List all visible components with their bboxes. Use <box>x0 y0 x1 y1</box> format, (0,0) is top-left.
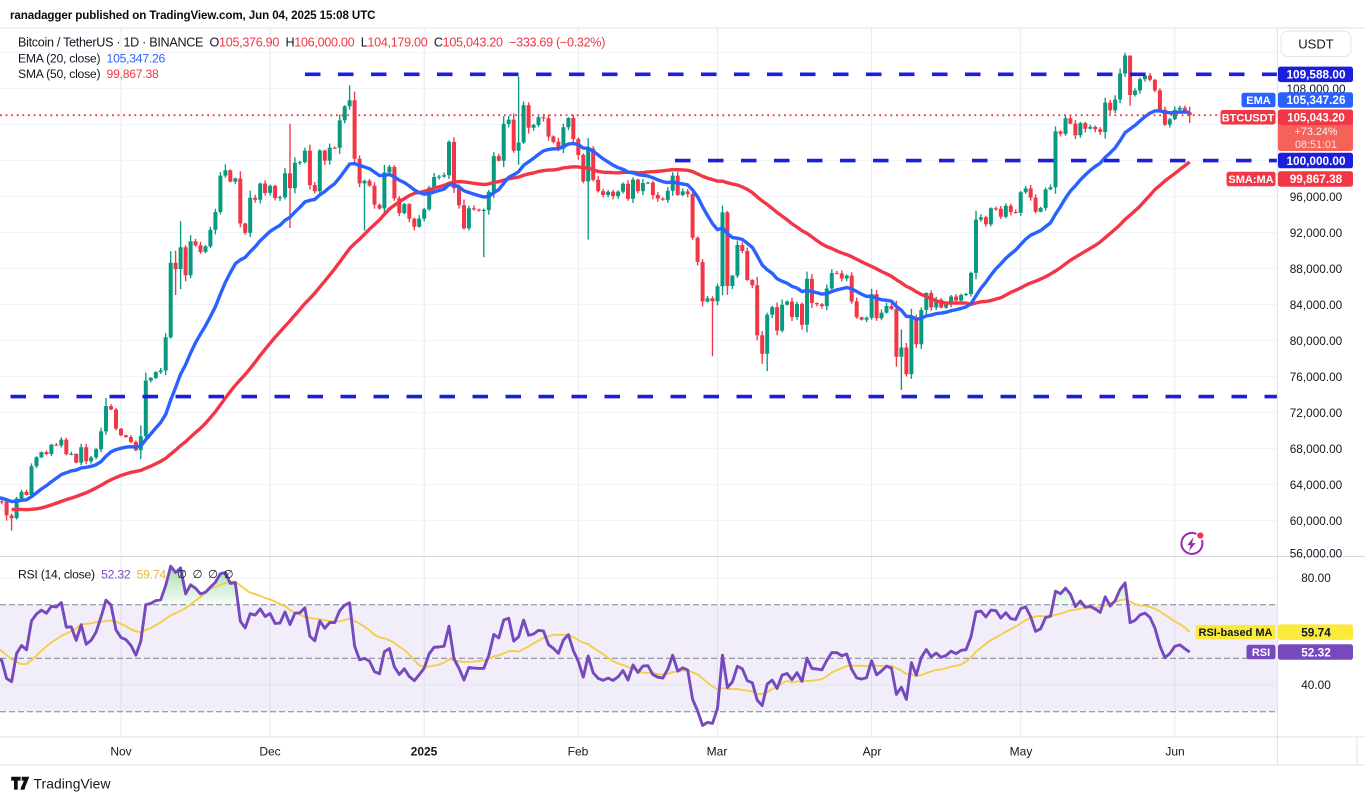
svg-text:80.00: 80.00 <box>1301 571 1331 585</box>
svg-text:RSI-based MA: RSI-based MA <box>1199 627 1273 639</box>
svg-text:76,000.00: 76,000.00 <box>1290 370 1343 384</box>
svg-text:80,000.00: 80,000.00 <box>1290 334 1343 348</box>
svg-text:56,000.00: 56,000.00 <box>1290 547 1343 561</box>
svg-text:Nov: Nov <box>110 745 131 759</box>
svg-text:EMA (20, close) 105,347.26: EMA (20, close) 105,347.26 <box>18 51 166 65</box>
svg-text:84,000.00: 84,000.00 <box>1290 298 1343 312</box>
svg-text:Feb: Feb <box>568 745 589 759</box>
svg-text:TradingView: TradingView <box>34 777 111 792</box>
svg-text:+73.24%: +73.24% <box>1295 126 1338 138</box>
svg-text:64,000.00: 64,000.00 <box>1290 478 1343 492</box>
svg-text:Bitcoin / TetherUS · 1D · BINA: Bitcoin / TetherUS · 1D · BINANCE O105,3… <box>18 36 605 50</box>
svg-text:40.00: 40.00 <box>1301 678 1331 692</box>
svg-text:105,347.26: 105,347.26 <box>1286 93 1345 107</box>
svg-text:∅: ∅ <box>193 569 203 581</box>
svg-text:∅: ∅ <box>208 569 218 581</box>
svg-text:99,867.38: 99,867.38 <box>1290 172 1343 186</box>
svg-text:USDT: USDT <box>1298 37 1333 52</box>
svg-text:60,000.00: 60,000.00 <box>1290 514 1343 528</box>
svg-text:72,000.00: 72,000.00 <box>1290 406 1343 420</box>
svg-text:109,588.00: 109,588.00 <box>1286 68 1345 82</box>
svg-text:96,000.00: 96,000.00 <box>1290 190 1343 204</box>
svg-text:SMA (50, close) 99,867.38: SMA (50, close) 99,867.38 <box>18 67 159 81</box>
svg-text:ranadagger published on Tradin: ranadagger published on TradingView.com,… <box>10 9 376 22</box>
svg-text:08:51:01: 08:51:01 <box>1295 139 1337 151</box>
svg-text:SMA:MA: SMA:MA <box>1228 174 1273 186</box>
svg-text:52.32: 52.32 <box>1301 645 1331 659</box>
svg-text:59.74: 59.74 <box>1301 625 1331 639</box>
svg-text:∅: ∅ <box>177 569 187 581</box>
svg-text:2025: 2025 <box>411 745 438 759</box>
svg-text:May: May <box>1010 745 1033 759</box>
svg-text:105,043.20: 105,043.20 <box>1287 112 1345 124</box>
svg-text:Mar: Mar <box>707 745 728 759</box>
svg-text:Jun: Jun <box>1165 745 1184 759</box>
svg-text:BTCUSDT: BTCUSDT <box>1222 112 1275 124</box>
svg-text:92,000.00: 92,000.00 <box>1290 226 1343 240</box>
svg-text:EMA: EMA <box>1246 95 1271 107</box>
svg-text:Dec: Dec <box>259 745 280 759</box>
svg-text:∅: ∅ <box>224 569 234 581</box>
svg-text:88,000.00: 88,000.00 <box>1290 262 1343 276</box>
svg-text:RSI (14, close) 52.32 59.74: RSI (14, close) 52.32 59.74 <box>18 567 166 581</box>
svg-text:Apr: Apr <box>863 745 882 759</box>
svg-text:68,000.00: 68,000.00 <box>1290 442 1343 456</box>
svg-text:RSI: RSI <box>1252 647 1270 659</box>
svg-text:100,000.00: 100,000.00 <box>1286 154 1345 168</box>
